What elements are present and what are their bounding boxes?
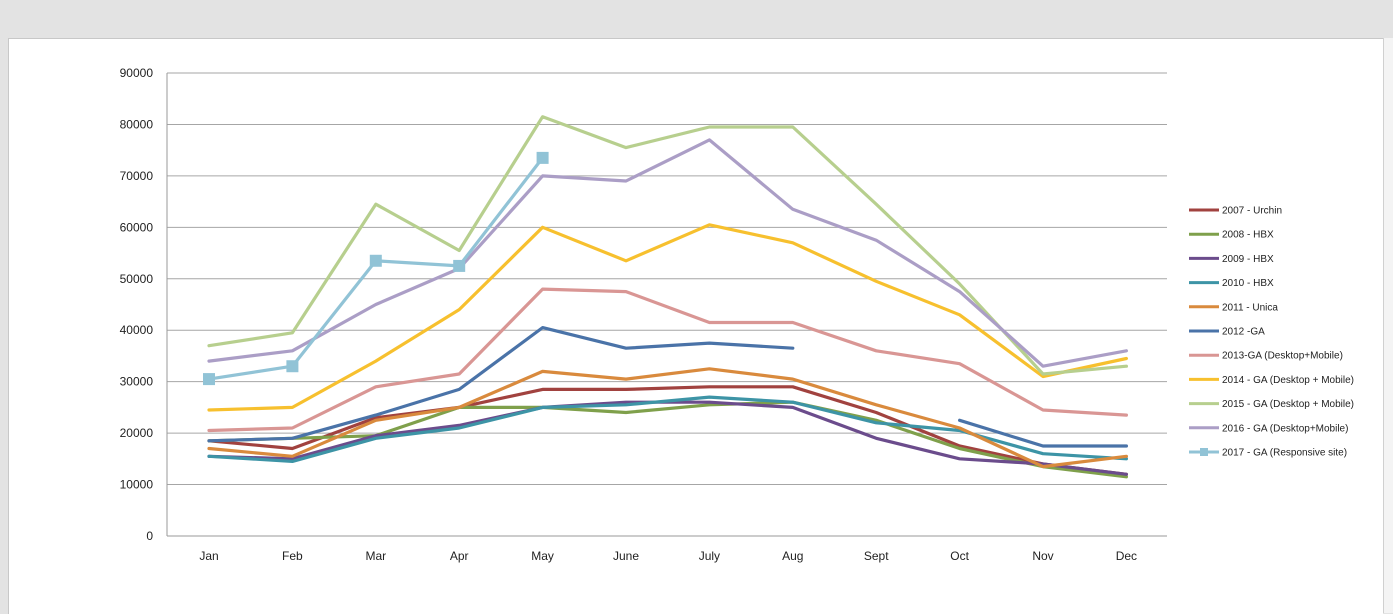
series-marker-2017-ga-responsive-site xyxy=(536,151,549,164)
series-marker-2017-ga-responsive-site xyxy=(203,373,215,386)
y-tick-label: 50000 xyxy=(120,272,154,286)
legend-label-2011-unica: 2011 - Unica xyxy=(1222,302,1278,313)
legend-label-2008-hbx: 2008 - HBX xyxy=(1222,230,1274,241)
legend-label-2012-ga: 2012 -GA xyxy=(1222,327,1265,338)
legend-label-2013-ga-desktop-mobile: 2013-GA (Desktop+Mobile) xyxy=(1222,351,1343,362)
series-line-2013-ga-desktop-mobile xyxy=(207,287,1128,433)
series-line-2011-unica xyxy=(207,367,1128,469)
chart-area[interactable]: 0 10000 20000 30000 40000 50000 60000 70000 8000… xyxy=(8,38,1383,614)
sheet-scroll-edge xyxy=(1383,38,1393,613)
y-tick-label: 30000 xyxy=(120,375,154,389)
x-tick-label: Sept xyxy=(864,549,889,563)
legend-marker-2017-ga-responsive-site xyxy=(1200,448,1208,456)
series-line-2015-ga-desktop-mobile xyxy=(207,115,1128,376)
x-tick-label: Jan xyxy=(199,549,218,563)
series-line-2012-ga xyxy=(207,326,1128,448)
series-line-2014-ga-desktop-mobile xyxy=(207,223,1128,412)
y-tick-label: 60000 xyxy=(120,220,154,234)
x-tick-label: Oct xyxy=(950,549,969,563)
legend-label-2010-hbx: 2010 - HBX xyxy=(1222,278,1274,289)
x-tick-label: June xyxy=(613,549,639,563)
legend-label-2015-ga-desktop-mobile: 2015 - GA (Desktop + Mobile) xyxy=(1222,399,1354,410)
legend-label-2014-ga-desktop-mobile: 2014 - GA (Desktop + Mobile) xyxy=(1222,375,1354,386)
series-line-2007-urchin xyxy=(207,385,1128,476)
x-tick-label: Aug xyxy=(782,549,803,563)
series-line-2017-ga-responsive-site xyxy=(207,156,545,381)
legend-label-2016-ga-desktop-mobile: 2016 - GA (Desktop+Mobile) xyxy=(1222,423,1348,434)
series-marker-2017-ga-responsive-site xyxy=(286,360,299,373)
y-tick-label: 20000 xyxy=(120,426,154,440)
y-tick-label: 70000 xyxy=(120,169,154,183)
y-tick-label: 0 xyxy=(146,529,153,543)
x-tick-label: Feb xyxy=(282,549,303,563)
series-marker-2017-ga-responsive-site xyxy=(369,254,382,267)
legend-label-2007-urchin: 2007 - Urchin xyxy=(1222,206,1282,217)
y-tick-label: 10000 xyxy=(120,478,154,492)
series-line-2008-hbx xyxy=(207,400,1128,479)
legend-label-2009-hbx: 2009 - HBX xyxy=(1222,254,1274,265)
series-line-2016-ga-desktop-mobile xyxy=(207,138,1128,368)
x-tick-label: July xyxy=(699,549,720,563)
y-tick-label: 40000 xyxy=(120,323,154,337)
x-tick-label: Mar xyxy=(365,549,386,563)
y-tick-label: 90000 xyxy=(120,66,154,80)
y-tick-label: 80000 xyxy=(120,117,154,131)
x-tick-label: Dec xyxy=(1116,549,1137,563)
legend-label-2017-ga-responsive-site: 2017 - GA (Responsive site) xyxy=(1222,448,1347,459)
line-chart: 0 10000 20000 30000 40000 50000 60000 70000 8000… xyxy=(120,66,1354,563)
x-tick-label: May xyxy=(531,549,554,563)
x-tick-label: Apr xyxy=(450,549,469,563)
series-marker-2017-ga-responsive-site xyxy=(453,259,466,272)
x-tick-label: Nov xyxy=(1032,549,1053,563)
